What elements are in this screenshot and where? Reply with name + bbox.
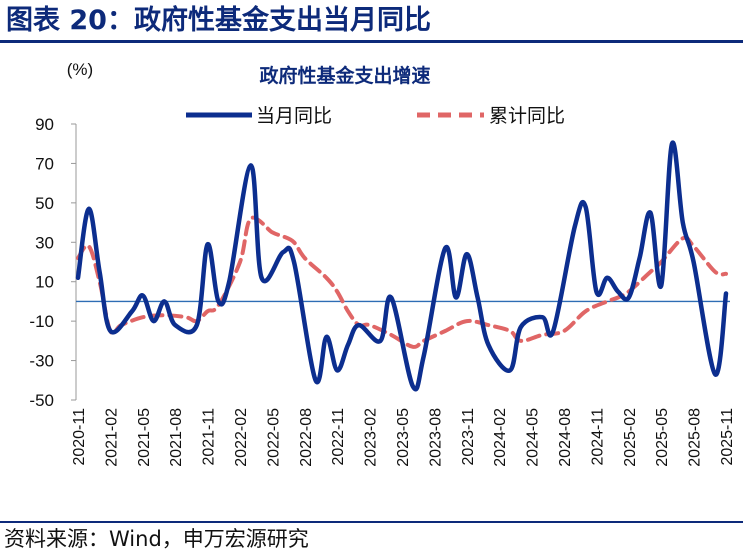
- x-tick-label: 2025-05: [654, 408, 671, 467]
- x-tick-label: 2021-08: [168, 408, 185, 467]
- y-axis-label: (%): [67, 60, 93, 79]
- y-tick-label: 90: [35, 115, 54, 134]
- legend-label-monthly: 当月同比: [256, 105, 332, 127]
- monthly-series-line: [75, 140, 729, 392]
- x-tick-label: 2025-02: [622, 408, 639, 467]
- x-tick-label: 2020-11: [71, 408, 88, 466]
- x-tick-label: 2023-05: [395, 408, 412, 467]
- x-tick-label: 2025-08: [687, 408, 704, 467]
- x-tick-label: 2021-11: [201, 408, 218, 466]
- x-tick-label: 2021-02: [103, 408, 120, 467]
- figure-title: 图表 20：政府性基金支出当月同比: [6, 5, 431, 36]
- header-divider: [0, 40, 743, 43]
- y-tick-label: -30: [29, 352, 54, 371]
- x-tick-label: 2021-05: [136, 408, 153, 467]
- y-tick-label: 70: [35, 154, 54, 173]
- x-tick-label: 2024-08: [557, 408, 574, 467]
- x-axis-ticks: 2020-11 2021-02 2021-05 2021-08 2021-11 2022-…: [71, 408, 736, 467]
- y-tick-label: 30: [35, 233, 54, 252]
- y-tick-label: 10: [35, 273, 54, 292]
- x-tick-label: 2025-11: [719, 408, 736, 466]
- x-tick-label: 2023-02: [363, 408, 380, 467]
- x-tick-label: 2022-05: [265, 408, 282, 467]
- source-note: 资料来源：Wind，申万宏源研究: [4, 527, 309, 551]
- x-tick-label: 2024-11: [589, 408, 606, 466]
- chart-title: 政府性基金支出增速: [259, 64, 430, 87]
- chart: 政府性基金支出增速 (%) 当月同比 累计同比 90 70 50 30 10 -10 -30…: [29, 60, 736, 467]
- x-tick-label: 2022-02: [233, 408, 250, 467]
- x-tick-label: 2023-11: [460, 408, 477, 466]
- x-tick-label: 2024-05: [525, 408, 542, 467]
- y-axis-ticks: 90 70 50 30 10 -10 -30 -50: [29, 115, 76, 410]
- figure-header: 图表 20：政府性基金支出当月同比: [0, 0, 743, 44]
- x-tick-label: 2024-02: [492, 408, 509, 467]
- source-divider: [0, 521, 743, 523]
- y-tick-label: 50: [35, 194, 54, 213]
- y-tick-label: -10: [29, 312, 54, 331]
- x-tick-label: 2022-11: [330, 408, 347, 466]
- y-tick-label: -50: [29, 391, 54, 410]
- legend: 当月同比 累计同比: [186, 105, 565, 127]
- x-tick-label: 2023-08: [427, 408, 444, 467]
- legend-label-cumulative: 累计同比: [489, 105, 565, 127]
- x-tick-label: 2022-08: [298, 408, 315, 467]
